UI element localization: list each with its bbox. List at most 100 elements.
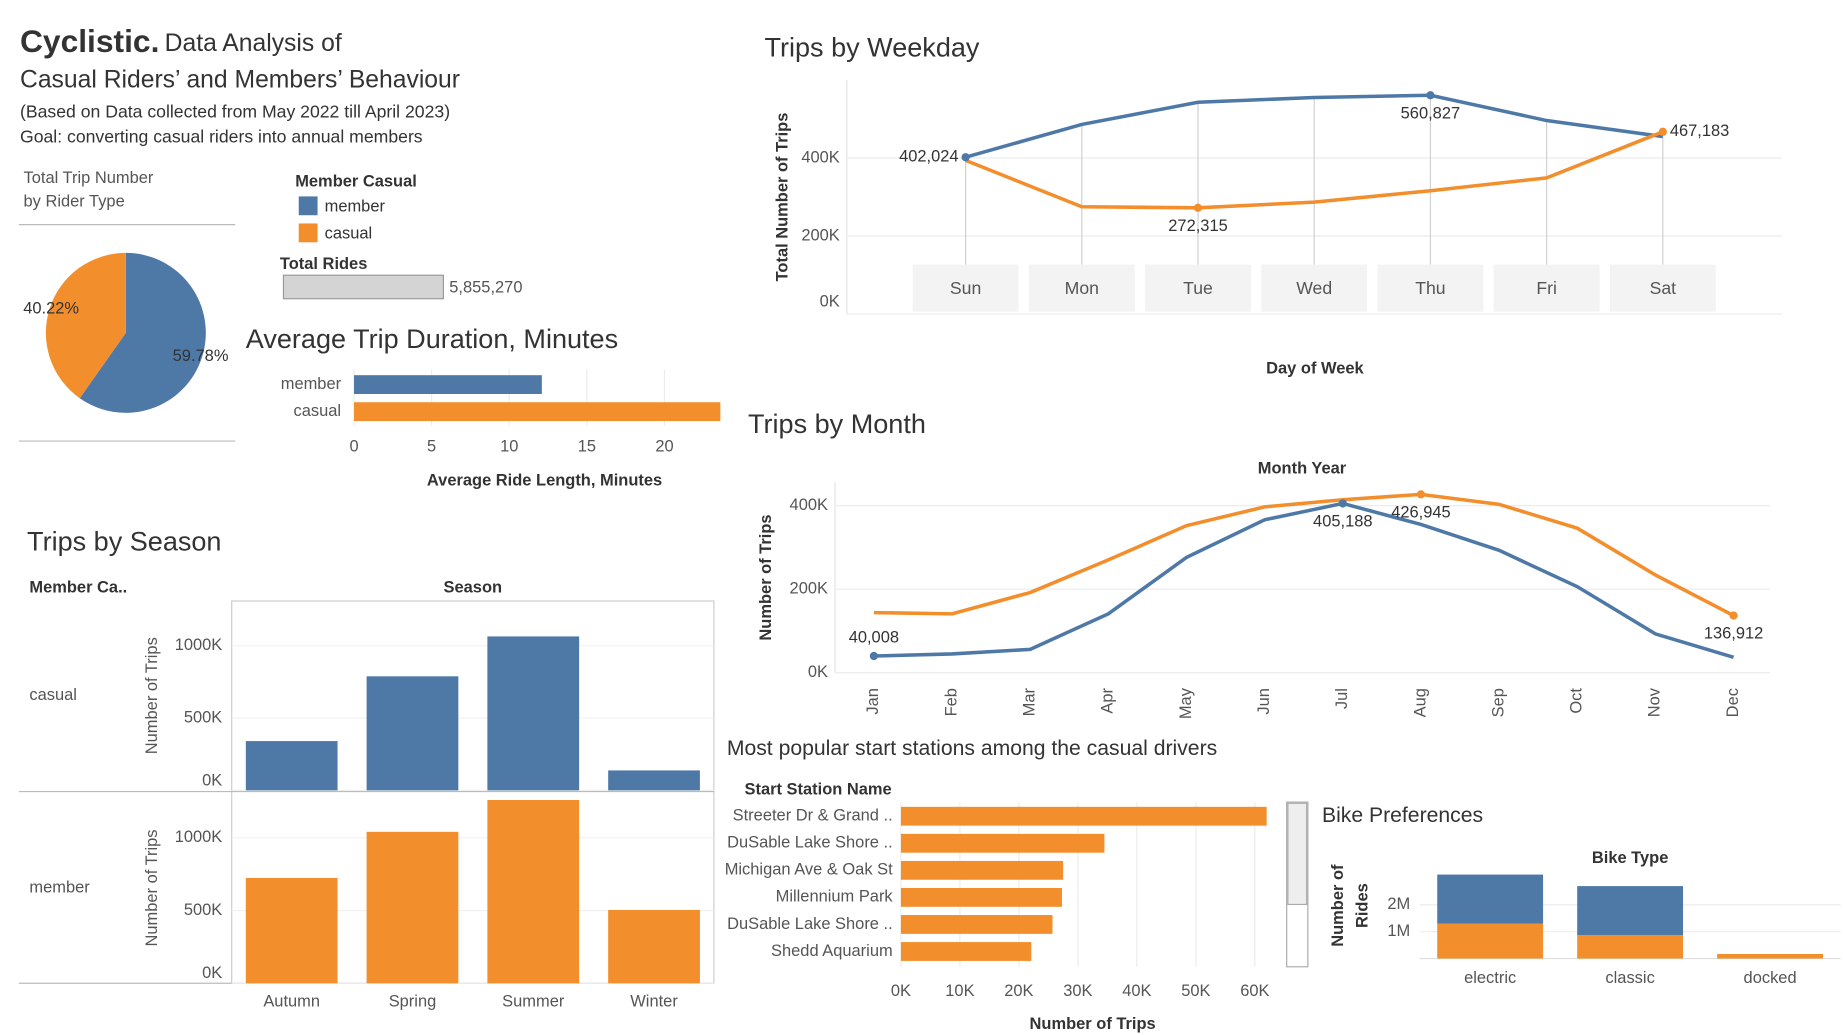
- x-tick-label: Fri: [1536, 278, 1557, 298]
- chart-title: Trips by Weekday: [764, 33, 979, 63]
- point: [1658, 127, 1667, 136]
- y-tick-label: 0K: [202, 771, 222, 789]
- category-label: casual: [294, 402, 342, 420]
- x-tick-label: 50K: [1181, 982, 1210, 1000]
- bar: [608, 909, 700, 984]
- data-label: 405,188: [1313, 513, 1372, 531]
- chart-title: by Rider Type: [24, 193, 125, 211]
- point: [869, 651, 878, 661]
- y-tick-label: 0K: [808, 663, 828, 681]
- goal: Goal: converting casual riders into annu…: [20, 126, 423, 146]
- x-tick-label: docked: [1744, 969, 1797, 987]
- pie-slice: [45, 252, 126, 399]
- x-tick-label: Mar: [1021, 688, 1039, 717]
- x-tick-label: Sat: [1650, 278, 1677, 298]
- data-label: 402,024: [899, 148, 958, 166]
- meter-title: Total Rides: [280, 255, 367, 273]
- pie-slice: [79, 252, 206, 413]
- x-tick-label: Spring: [389, 992, 437, 1010]
- brand: Cyclistic.: [20, 23, 159, 59]
- x-tick-label: 60K: [1240, 982, 1269, 1000]
- data-label: 426,945: [1391, 504, 1450, 522]
- data-label: 40,008: [849, 629, 899, 647]
- data-label: 560,827: [1401, 104, 1460, 122]
- bar-segment: [1717, 953, 1824, 959]
- bar: [245, 741, 338, 791]
- bar-segment: [1437, 874, 1544, 924]
- y-tick-label: 200K: [790, 580, 828, 598]
- row-label: member: [29, 878, 90, 896]
- meter-bar: [282, 274, 444, 300]
- bar-segment: [1577, 886, 1684, 936]
- legend-label: casual: [325, 224, 373, 242]
- y-tick-label: 400K: [801, 148, 839, 166]
- line: [873, 492, 1735, 618]
- x-tick-label: Wed: [1296, 278, 1332, 298]
- category-label: DuSable Lake Shore ..: [727, 834, 893, 852]
- column-header: Start Station Name: [744, 781, 891, 799]
- category-box: [1609, 264, 1716, 312]
- y-tick-label: 0K: [202, 964, 222, 982]
- category-box: [1145, 264, 1251, 312]
- y-tick-label: 200K: [801, 226, 839, 244]
- chart-title: Total Trip Number: [24, 169, 154, 187]
- bar: [487, 799, 580, 984]
- data-label: 467,183: [1670, 122, 1729, 140]
- y-axis-label: Number of Trips: [143, 829, 161, 946]
- bar-segment: [1437, 923, 1544, 959]
- x-tick-label: 20K: [1004, 982, 1033, 1000]
- x-tick-label: Nov: [1646, 687, 1664, 717]
- bar: [900, 806, 1267, 826]
- x-axis-label: Average Ride Length, Minutes: [427, 471, 662, 489]
- category-box: [1028, 264, 1135, 312]
- row-label: casual: [29, 686, 77, 704]
- y-tick-label: 0K: [820, 293, 840, 311]
- x-tick-label: 10K: [945, 982, 974, 1000]
- bar: [354, 402, 721, 422]
- bar: [366, 676, 459, 791]
- bar-segment: [1577, 935, 1684, 959]
- chart-title: Trips by Month: [748, 409, 926, 439]
- category-label: Millennium Park: [776, 888, 894, 906]
- column-header: Season: [444, 578, 503, 596]
- row-header: Member Ca..: [29, 578, 127, 596]
- x-tick-label: Jul: [1333, 688, 1351, 709]
- category-label: DuSable Lake Shore ..: [727, 915, 893, 933]
- x-tick-label: Jan: [864, 688, 882, 715]
- y-axis-label: Number of Trips: [143, 637, 161, 754]
- y-tick-label: 1000K: [175, 828, 223, 846]
- title: Casual Riders’ and Members’ Behaviour: [20, 67, 460, 94]
- chart-title: Average Trip Duration, Minutes: [246, 324, 618, 354]
- x-tick-label: Sun: [950, 278, 981, 298]
- bar: [608, 770, 700, 791]
- line: [964, 130, 1664, 210]
- x-axis-label: Day of Week: [1266, 360, 1364, 378]
- category-box: [912, 264, 1019, 312]
- y-axis-label: Rides: [1353, 883, 1371, 928]
- bar: [900, 860, 1064, 880]
- pie-label: 40.22%: [23, 299, 79, 317]
- chart-title: Trips by Season: [27, 527, 221, 557]
- point: [1193, 203, 1203, 212]
- x-tick-label: Feb: [942, 688, 960, 716]
- y-tick-label: 500K: [184, 901, 222, 919]
- y-tick-label: 1000K: [175, 636, 223, 654]
- x-tick-label: Mon: [1065, 278, 1099, 298]
- x-tick-label: 0K: [891, 982, 911, 1000]
- legend-swatch: [298, 196, 318, 216]
- line: [965, 93, 1664, 159]
- bar: [900, 833, 1105, 853]
- y-axis-label: Total Number of Trips: [774, 113, 792, 282]
- chart-title: Most popular start stations among the ca…: [727, 737, 1217, 760]
- scrollbar-thumb[interactable]: [1287, 802, 1308, 906]
- x-tick-label: Summer: [502, 992, 565, 1010]
- x-tick-label: Autumn: [263, 992, 320, 1010]
- y-tick-label: 1M: [1387, 922, 1410, 940]
- bar: [366, 831, 459, 984]
- x-tick-label: Dec: [1724, 688, 1742, 717]
- x-tick-label: Tue: [1183, 278, 1213, 298]
- bar: [354, 375, 542, 395]
- column-header: Bike Type: [1592, 849, 1669, 867]
- x-tick-label: Jun: [1255, 688, 1273, 715]
